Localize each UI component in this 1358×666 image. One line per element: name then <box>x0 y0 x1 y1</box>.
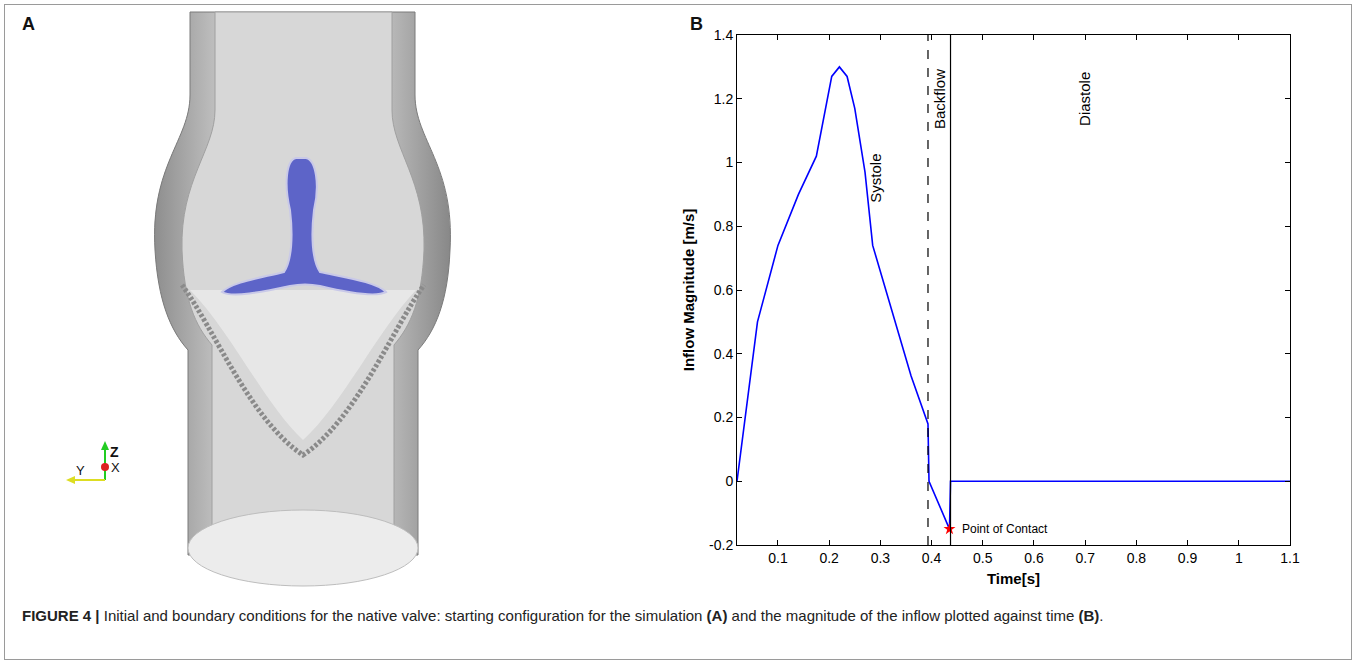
svg-text:Y: Y <box>76 463 85 478</box>
svg-text:0.3: 0.3 <box>871 550 891 566</box>
svg-text:0.6: 0.6 <box>1024 550 1044 566</box>
svg-text:0.4: 0.4 <box>922 550 942 566</box>
svg-text:Inflow Magnitude [m/s]: Inflow Magnitude [m/s] <box>680 209 697 372</box>
svg-text:-0.2: -0.2 <box>709 537 733 553</box>
svg-text:1.2: 1.2 <box>714 91 734 107</box>
svg-text:0.2: 0.2 <box>819 550 839 566</box>
svg-text:Point of Contact: Point of Contact <box>962 522 1048 536</box>
svg-text:Diastole: Diastole <box>1076 72 1093 126</box>
svg-text:Z: Z <box>110 444 119 460</box>
svg-text:Time[s]: Time[s] <box>987 570 1040 587</box>
svg-text:0: 0 <box>725 473 733 489</box>
svg-text:Backflow: Backflow <box>931 69 948 129</box>
svg-text:X: X <box>111 460 120 475</box>
svg-text:0.2: 0.2 <box>714 409 734 425</box>
svg-text:0.4: 0.4 <box>714 346 734 362</box>
html-text:FIGURE 4 | Initial and boundar: FIGURE 4 | Initial and boundary conditio… <box>22 607 1104 624</box>
svg-text:1: 1 <box>725 154 733 170</box>
svg-text:0.1: 0.1 <box>768 550 788 566</box>
svg-text:1.1: 1.1 <box>1280 550 1300 566</box>
svg-text:0.8: 0.8 <box>714 218 734 234</box>
svg-text:1.4: 1.4 <box>714 27 734 43</box>
svg-text:Systole: Systole <box>867 153 884 202</box>
svg-text:0.9: 0.9 <box>1178 550 1198 566</box>
html-text:A: A <box>22 14 35 34</box>
svg-text:0.5: 0.5 <box>973 550 993 566</box>
svg-text:1: 1 <box>1235 550 1243 566</box>
svg-text:0.8: 0.8 <box>1127 550 1147 566</box>
svg-text:0.7: 0.7 <box>1075 550 1095 566</box>
html-text:B: B <box>690 14 703 34</box>
svg-text:0.6: 0.6 <box>714 282 734 298</box>
